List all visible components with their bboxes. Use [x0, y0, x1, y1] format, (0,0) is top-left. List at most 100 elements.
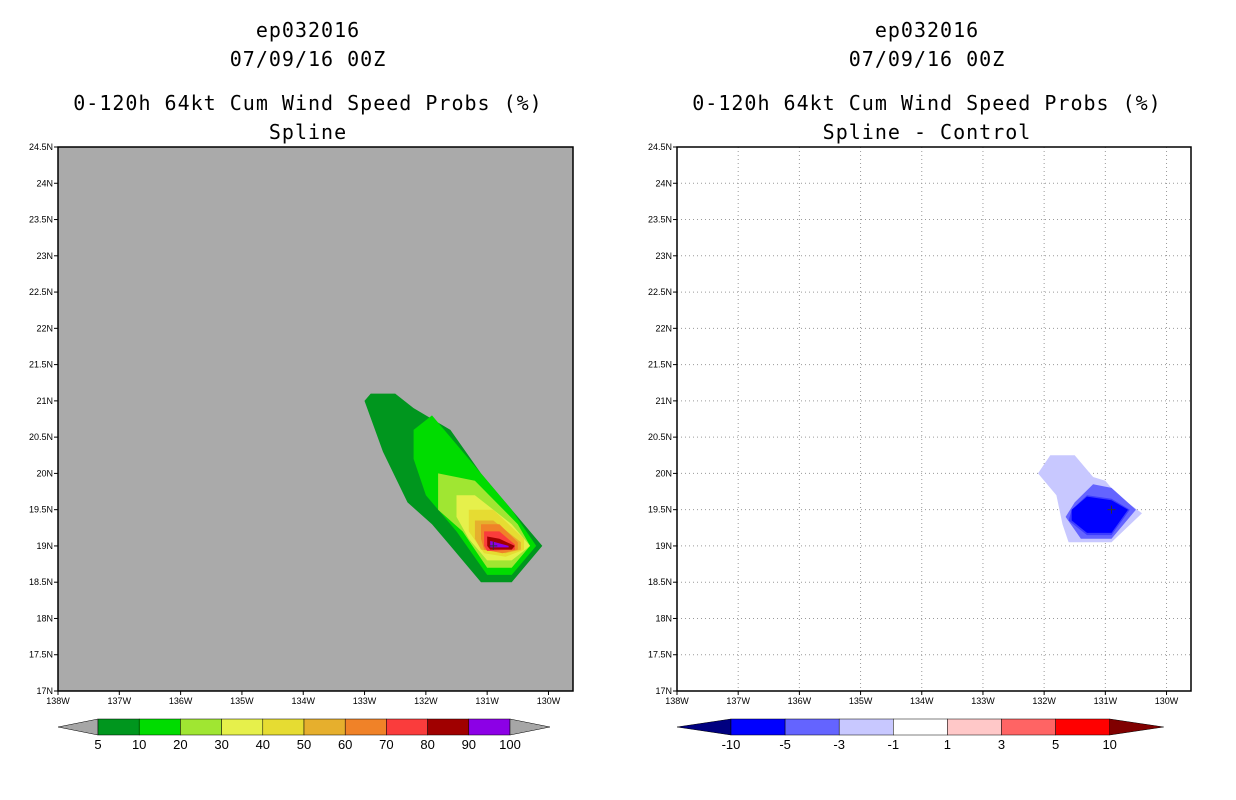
- spline-y-tick-label: 17.5N: [29, 650, 53, 660]
- control-y-tick-label: 19.5N: [648, 505, 672, 515]
- control-x-tick-label: 135W: [849, 696, 873, 706]
- spline-x-tick-label: 132W: [414, 696, 438, 706]
- control-colorbar-label: -3: [833, 737, 845, 752]
- spline-colorbar-label: 100: [499, 737, 521, 752]
- control-colorbar-cell: [1055, 718, 1110, 736]
- control-y-tick-label: 21N: [655, 396, 672, 406]
- spline-control-map-panel: 138W 137W 136W 135W 134W 133W 132W 131W 130W 17N 1…: [648, 142, 1192, 706]
- control-colorbar-cell: [947, 718, 1002, 736]
- control-x-tick-label: 133W: [971, 696, 995, 706]
- spline-colorbar-cell: [221, 718, 264, 736]
- spline-colorbar-cell: [97, 718, 140, 736]
- control-y-tick-label: 18.5N: [648, 577, 672, 587]
- spline-colorbar-cell: [180, 718, 222, 736]
- spline-colorbar-label: 30: [214, 737, 228, 752]
- right-storm-id: ep032016: [874, 18, 980, 42]
- control-colorbar-label: 10: [1102, 737, 1116, 752]
- spline-colorbar-label: 5: [94, 737, 101, 752]
- spline-x-tick-label: 134W: [291, 696, 315, 706]
- spline-control-colorbar: -10 -5 -3 -1 1 3 5 10: [676, 718, 1164, 752]
- left-storm-id: ep032016: [255, 18, 361, 42]
- spline-map-frame: [57, 146, 574, 692]
- control-map-background: [677, 147, 1191, 691]
- control-x-tick-label: 131W: [1094, 696, 1118, 706]
- spline-colorbar-cell: [427, 718, 470, 736]
- spline-y-tick-label: 18N: [36, 613, 53, 623]
- control-y-tick-label: 24.5N: [648, 142, 672, 152]
- spline-x-tick-label: 138W: [46, 696, 70, 706]
- control-y-tick-label: 24N: [655, 178, 672, 188]
- spline-y-tick-label: 22.5N: [29, 287, 53, 297]
- control-y-tick-label: 21.5N: [648, 360, 672, 370]
- spline-x-tick-label: 131W: [475, 696, 499, 706]
- control-colorbar-cell: [730, 718, 786, 736]
- control-x-tick-label: 138W: [665, 696, 689, 706]
- control-colorbar-label: -10: [722, 737, 741, 752]
- spline-colorbar-cell: [138, 718, 181, 736]
- spline-x-tick-label: 136W: [169, 696, 193, 706]
- spline-y-tick-label: 17N: [36, 686, 53, 696]
- spline-map-background: [58, 147, 573, 691]
- spline-y-tick-label: 24N: [36, 178, 53, 188]
- control-x-tick-label: 130W: [1155, 696, 1179, 706]
- control-colorbar-cell: [838, 718, 894, 736]
- spline-y-tick-label: 19.5N: [29, 505, 53, 515]
- spline-x-tick-label: 133W: [353, 696, 377, 706]
- control-x-tick-label: 137W: [726, 696, 750, 706]
- right-plot-subtitle: Spline - Control: [822, 120, 1032, 144]
- control-colorbar-label: 1: [944, 737, 951, 752]
- spline-y-tick-label: 18.5N: [29, 577, 53, 587]
- control-y-tick-label: 19N: [655, 541, 672, 551]
- control-colorbar-label: 3: [998, 737, 1005, 752]
- control-map-frame: [676, 146, 1192, 692]
- left-plot-subtitle: Spline: [268, 120, 348, 144]
- left-datetime: 07/09/16 00Z: [229, 47, 387, 71]
- control-y-tick-label: 18N: [655, 613, 672, 623]
- spline-colorbar-label: 70: [379, 737, 393, 752]
- spline-storm-center-marker: [489, 541, 498, 550]
- control-x-tick-label: 136W: [788, 696, 812, 706]
- spline-colorbar-cell: [303, 718, 346, 736]
- control-y-tick-label: 17.5N: [648, 650, 672, 660]
- spline-map-panel: 138W 137W 136W 135W 134W 133W 132W 131W 130W 17N 1…: [29, 142, 574, 706]
- spline-x-tick-label: 135W: [230, 696, 254, 706]
- control-y-tick-label: 22N: [655, 323, 672, 333]
- control-storm-center-marker: [1107, 505, 1116, 514]
- control-colorbar-over-arrow: [1109, 718, 1164, 736]
- control-colorbar-under-arrow: [676, 718, 732, 736]
- control-colorbar-cell: [1001, 718, 1056, 736]
- spline-y-tick-label: 24.5N: [29, 142, 53, 152]
- spline-colorbar-label: 10: [132, 737, 146, 752]
- spline-y-tick-label: 19N: [36, 541, 53, 551]
- control-colorbar-label: 5: [1052, 737, 1059, 752]
- spline-y-tick-label: 23.5N: [29, 215, 53, 225]
- spline-y-tick-label: 21N: [36, 396, 53, 406]
- control-x-tick-label: 132W: [1032, 696, 1056, 706]
- spline-colorbar: 5 10 20 30 40 50 60 70 80 90 100: [57, 718, 551, 752]
- spline-y-tick-label: 21.5N: [29, 360, 53, 370]
- spline-x-tick-label: 137W: [108, 696, 132, 706]
- spline-colorbar-label: 80: [420, 737, 434, 752]
- control-y-tick-label: 20.5N: [648, 432, 672, 442]
- spline-colorbar-over-arrow: [509, 718, 551, 736]
- control-y-tick-label: 23.5N: [648, 215, 672, 225]
- spline-colorbar-label: 20: [173, 737, 187, 752]
- spline-colorbar-under-arrow: [57, 718, 99, 736]
- spline-y-tick-label: 20.5N: [29, 432, 53, 442]
- control-y-tick-label: 22.5N: [648, 287, 672, 297]
- control-colorbar-cell: [893, 718, 948, 736]
- spline-colorbar-label: 60: [338, 737, 352, 752]
- spline-colorbar-cell: [344, 718, 387, 736]
- left-plot-title: 0-120h 64kt Cum Wind Speed Probs (%): [73, 91, 543, 115]
- right-datetime: 07/09/16 00Z: [848, 47, 1006, 71]
- spline-colorbar-cell: [468, 718, 511, 736]
- control-contour-neg10: [1071, 496, 1128, 533]
- spline-x-tick-label: 130W: [537, 696, 561, 706]
- spline-y-tick-label: 20N: [36, 468, 53, 478]
- control-y-tick-label: 20N: [655, 468, 672, 478]
- control-y-tick-label: 23N: [655, 251, 672, 261]
- control-x-tick-label: 134W: [910, 696, 934, 706]
- spline-y-tick-label: 23N: [36, 251, 53, 261]
- spline-colorbar-label: 90: [462, 737, 476, 752]
